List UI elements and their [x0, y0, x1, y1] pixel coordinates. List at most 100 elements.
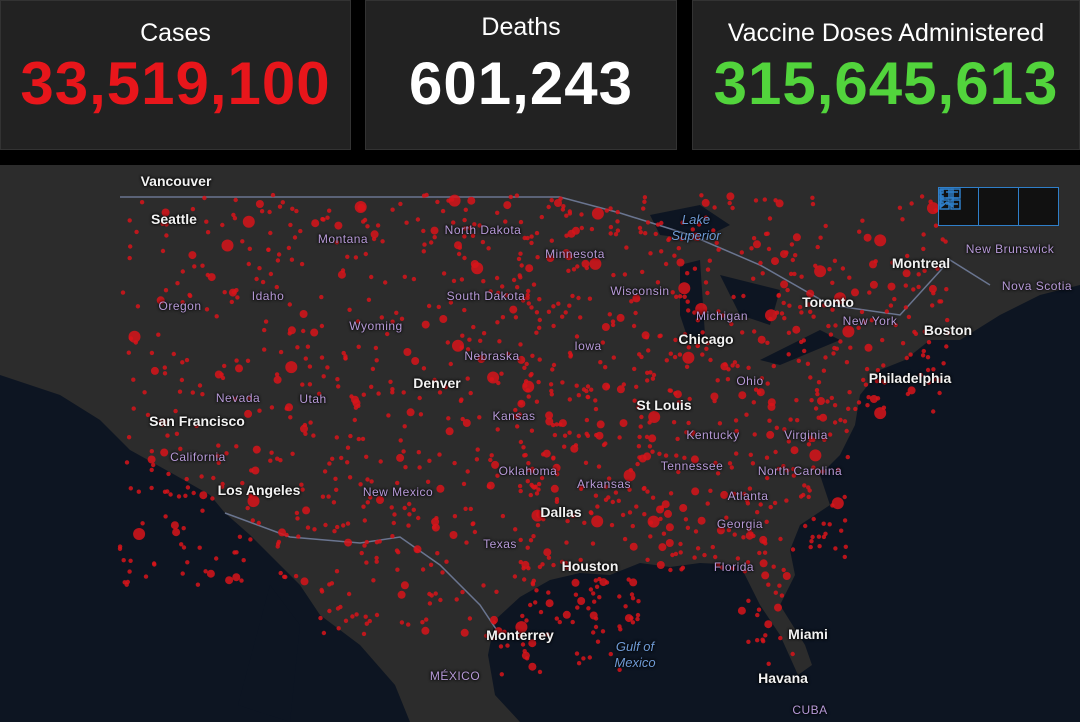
case-dot — [190, 390, 195, 395]
case-dot — [727, 200, 732, 206]
case-dot — [655, 222, 661, 227]
case-dot — [522, 453, 527, 458]
case-dot — [518, 488, 523, 494]
case-dot — [286, 245, 292, 251]
case-dot — [866, 395, 871, 400]
case-dot — [851, 288, 859, 297]
legend-button[interactable] — [939, 188, 1019, 225]
case-dot — [190, 206, 196, 212]
case-dot — [593, 406, 599, 412]
case-dot — [802, 348, 807, 354]
case-dot — [128, 244, 133, 249]
case-dot — [562, 610, 571, 619]
case-dot — [278, 458, 283, 463]
case-dot — [347, 307, 352, 312]
case-dot — [432, 235, 437, 240]
region-label: Michigan — [695, 309, 749, 323]
case-dot — [591, 207, 604, 220]
case-dot — [537, 669, 543, 675]
case-dot — [369, 274, 374, 280]
case-dot — [715, 378, 720, 383]
case-dot — [278, 528, 286, 537]
case-dot — [117, 546, 123, 551]
case-dot — [273, 375, 282, 384]
case-dot — [310, 328, 319, 337]
case-dot — [224, 451, 229, 456]
case-dot — [398, 201, 403, 207]
case-dot — [672, 253, 677, 258]
case-dot — [215, 453, 220, 459]
map[interactable]: Vancouver Seattle Montreal Toronto Chicago Ph… — [0, 165, 1080, 722]
case-dot — [678, 541, 683, 547]
case-dot — [648, 434, 657, 443]
case-dot — [295, 516, 300, 521]
case-dot — [421, 228, 426, 234]
case-dot — [407, 512, 412, 517]
case-dot — [529, 428, 535, 433]
case-dot — [645, 557, 650, 562]
case-dot — [537, 297, 542, 302]
case-dot — [321, 217, 326, 222]
case-dot — [518, 275, 523, 280]
case-dot — [135, 304, 141, 309]
case-dot — [904, 355, 909, 361]
stat-value: 315,645,613 — [713, 50, 1059, 117]
case-dot — [232, 216, 238, 221]
case-dot — [534, 310, 540, 315]
case-dot — [679, 504, 688, 512]
case-dot — [339, 455, 344, 461]
case-dot — [594, 584, 600, 589]
case-dot — [658, 333, 663, 338]
basemap-button[interactable] — [939, 188, 1058, 225]
case-dot — [845, 454, 850, 460]
case-dot — [842, 554, 847, 560]
case-dot — [931, 409, 936, 414]
case-dot — [673, 337, 678, 343]
city-label: Vancouver — [140, 173, 212, 189]
case-dot — [833, 323, 838, 328]
case-dot — [247, 495, 260, 508]
case-dot — [149, 485, 154, 491]
case-dot — [376, 496, 384, 504]
case-dot — [874, 407, 887, 420]
case-dot — [819, 413, 828, 422]
cases-panel: Cases 33,519,100 — [0, 0, 351, 150]
case-dot — [798, 494, 804, 499]
case-dot — [704, 346, 709, 351]
case-dot — [703, 215, 709, 220]
case-dot — [944, 287, 949, 292]
case-dot — [180, 360, 185, 365]
case-dot — [712, 205, 717, 210]
case-dot — [522, 365, 527, 370]
case-dot — [299, 482, 304, 487]
case-dot — [668, 567, 673, 573]
case-dot — [742, 491, 747, 497]
case-dot — [853, 406, 858, 412]
case-dot — [592, 599, 597, 604]
case-dot — [274, 284, 279, 290]
case-dot — [596, 420, 605, 429]
case-dot — [668, 491, 674, 496]
case-dot — [200, 263, 205, 268]
stat-label: Vaccine Doses Administered — [727, 19, 1045, 47]
case-dot — [759, 559, 768, 568]
case-dot — [656, 561, 665, 569]
case-dot — [149, 350, 155, 356]
case-dot — [847, 275, 852, 280]
case-dot — [143, 574, 149, 579]
case-dot — [484, 633, 489, 638]
case-dot — [128, 486, 133, 491]
case-dot — [323, 522, 328, 528]
case-dot — [513, 315, 519, 320]
case-dot — [589, 611, 598, 620]
case-dot — [449, 531, 458, 539]
case-dot — [602, 382, 611, 391]
case-dot — [921, 232, 926, 237]
case-dot — [946, 330, 951, 335]
case-dot — [460, 628, 469, 637]
case-dot — [693, 529, 699, 534]
case-dot — [534, 230, 540, 236]
case-dot — [818, 235, 823, 240]
case-dot — [454, 597, 459, 602]
case-dot — [864, 366, 870, 372]
